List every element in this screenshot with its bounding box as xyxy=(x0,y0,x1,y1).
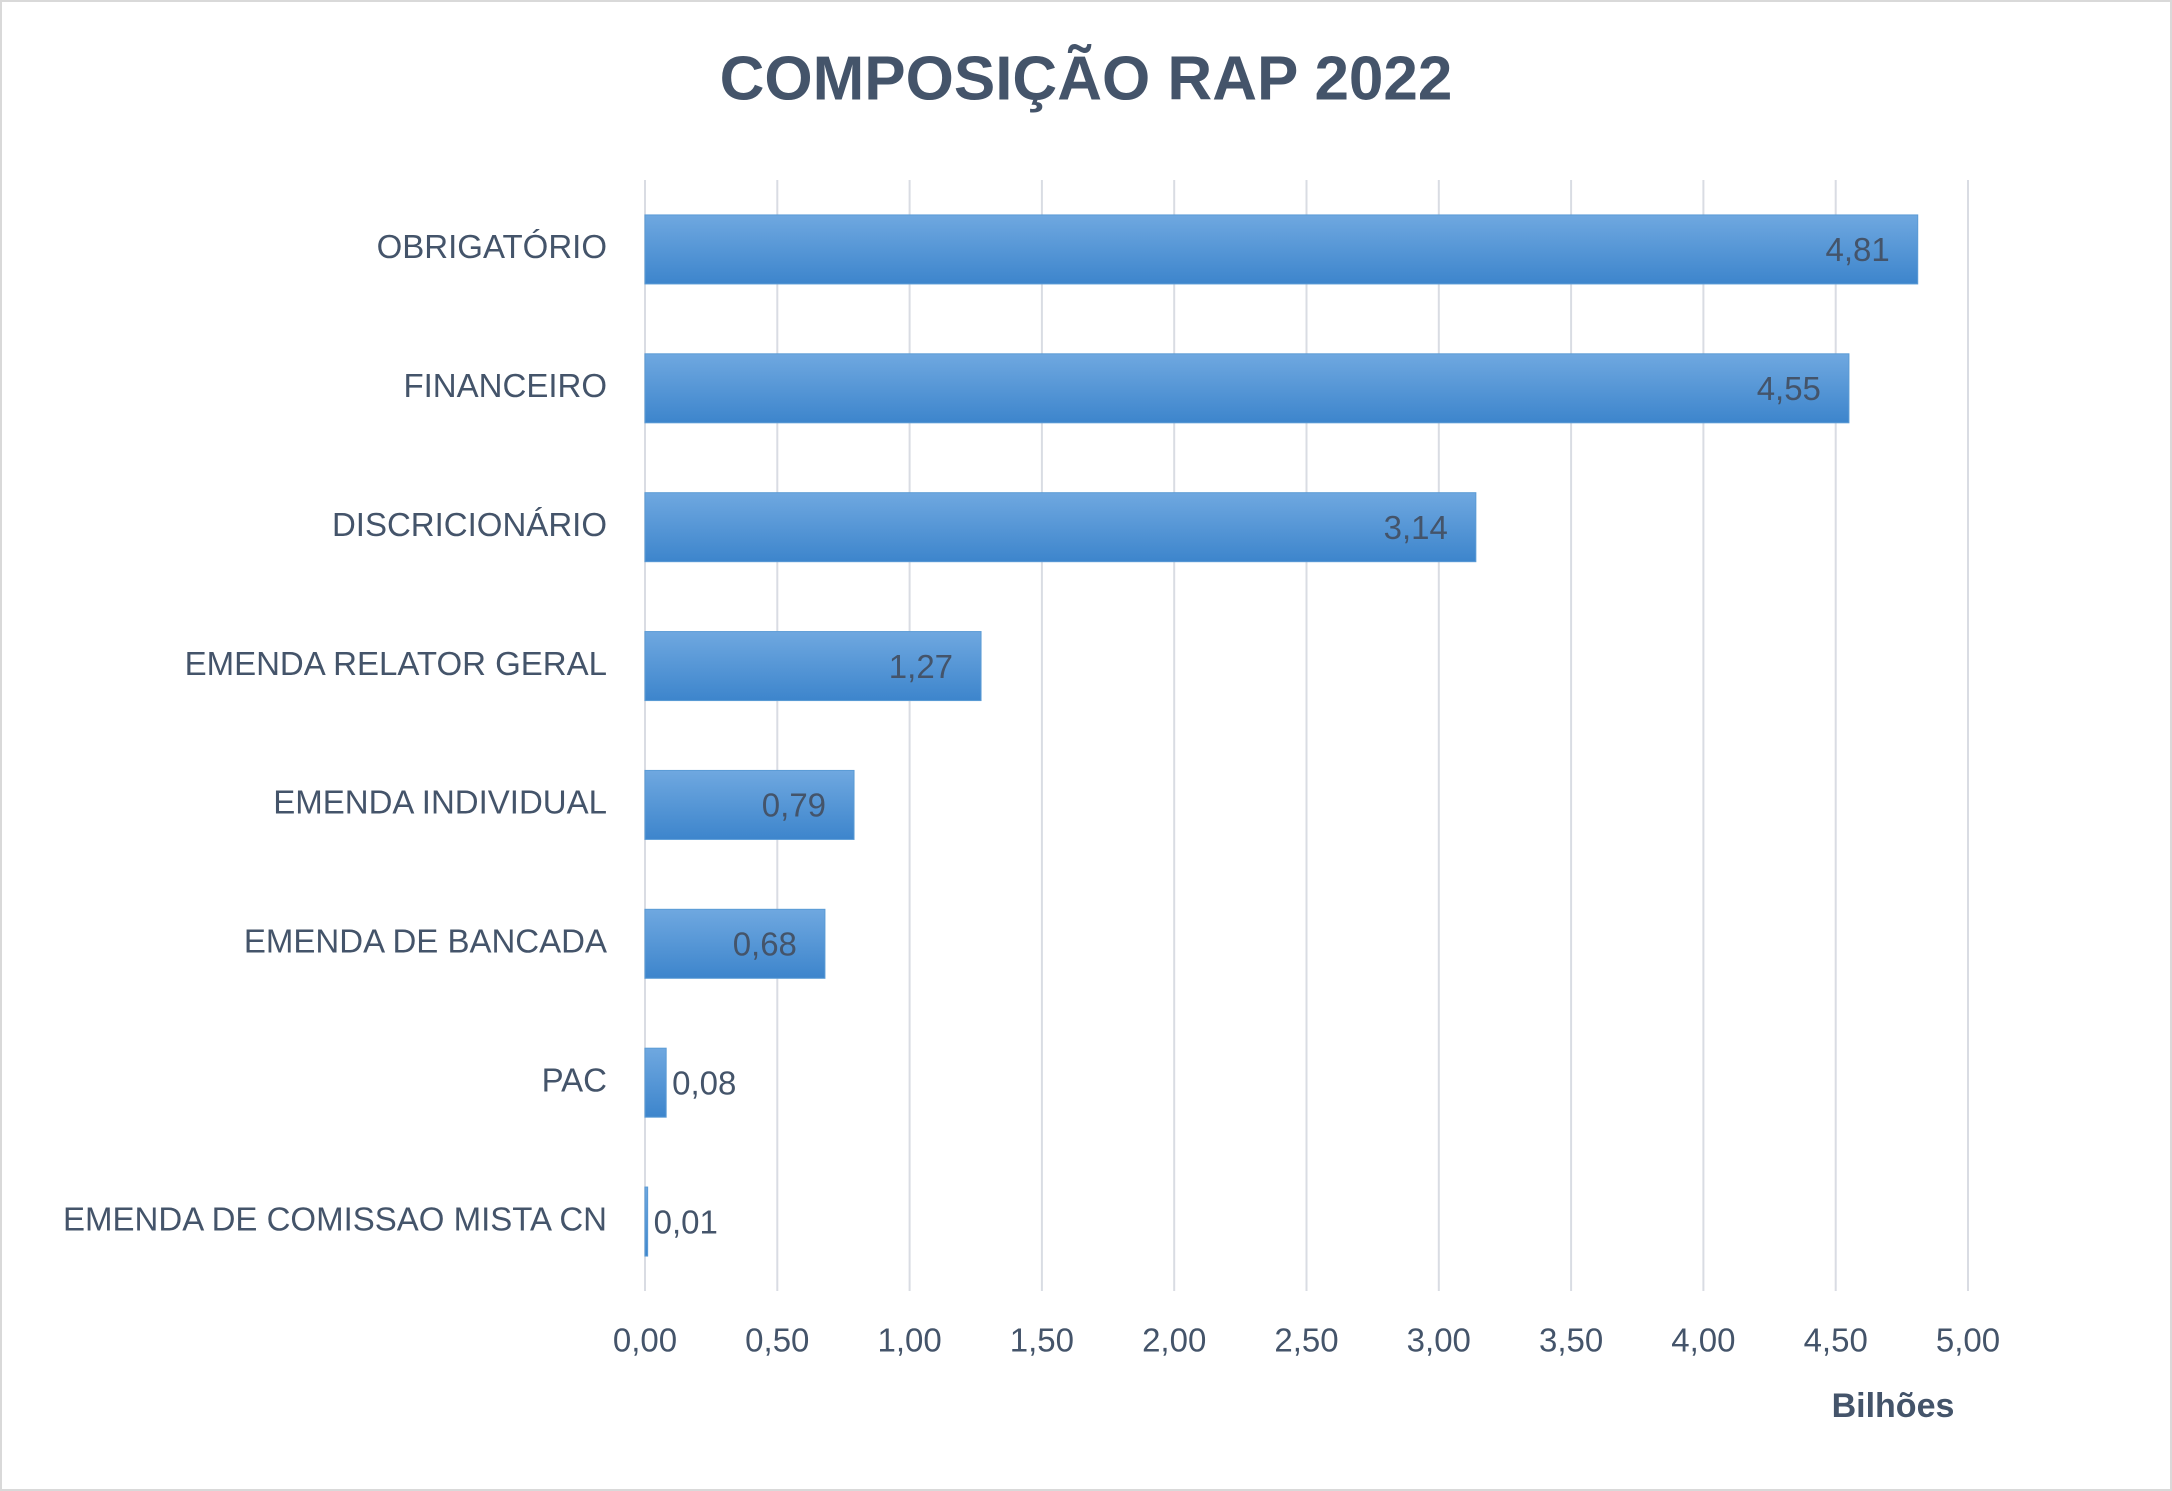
x-tick-label: 4,00 xyxy=(1671,1322,1735,1359)
y-tick-label: PAC xyxy=(542,1061,607,1098)
bar xyxy=(644,631,982,702)
data-label: 0,08 xyxy=(672,1064,736,1101)
x-axis-label: Bilhões xyxy=(1832,1387,1955,1425)
bar xyxy=(644,1186,649,1257)
bar xyxy=(644,1047,667,1118)
y-tick-label: EMENDA DE BANCADA xyxy=(244,923,607,960)
data-label: 0,79 xyxy=(762,787,826,824)
x-tick-label: 1,50 xyxy=(1010,1322,1074,1359)
data-label: 4,81 xyxy=(1825,231,1889,268)
data-label: 1,27 xyxy=(889,648,953,685)
x-tick-label: 2,00 xyxy=(1142,1322,1206,1359)
x-tick-label: 2,50 xyxy=(1274,1322,1338,1359)
x-tick-label: 0,00 xyxy=(613,1322,677,1359)
bar xyxy=(644,769,855,840)
data-label: 4,55 xyxy=(1757,370,1821,407)
data-label: 0,68 xyxy=(733,926,797,963)
y-tick-label: EMENDA DE COMISSAO MISTA CN xyxy=(63,1200,607,1237)
bar xyxy=(644,492,1477,563)
x-tick-label: 4,50 xyxy=(1804,1322,1868,1359)
data-label: 3,14 xyxy=(1384,509,1448,546)
x-tick-label: 0,50 xyxy=(745,1322,809,1359)
bar xyxy=(644,908,826,979)
bar xyxy=(644,214,1919,285)
y-tick-label: OBRIGATÓRIO xyxy=(377,228,607,265)
y-tick-label: EMENDA RELATOR GERAL xyxy=(185,645,607,682)
y-tick-label: EMENDA INDIVIDUAL xyxy=(273,784,607,821)
x-tick-label: 3,50 xyxy=(1539,1322,1603,1359)
bar xyxy=(644,353,1850,424)
chart-title: COMPOSIÇÃO RAP 2022 xyxy=(720,44,1453,113)
data-label: 0,01 xyxy=(654,1203,718,1240)
y-tick-label: FINANCEIRO xyxy=(403,367,607,404)
x-tick-label: 1,00 xyxy=(877,1322,941,1359)
x-tick-label: 5,00 xyxy=(1936,1322,2000,1359)
x-tick-label: 3,00 xyxy=(1407,1322,1471,1359)
y-tick-label: DISCRICIONÁRIO xyxy=(332,506,607,543)
